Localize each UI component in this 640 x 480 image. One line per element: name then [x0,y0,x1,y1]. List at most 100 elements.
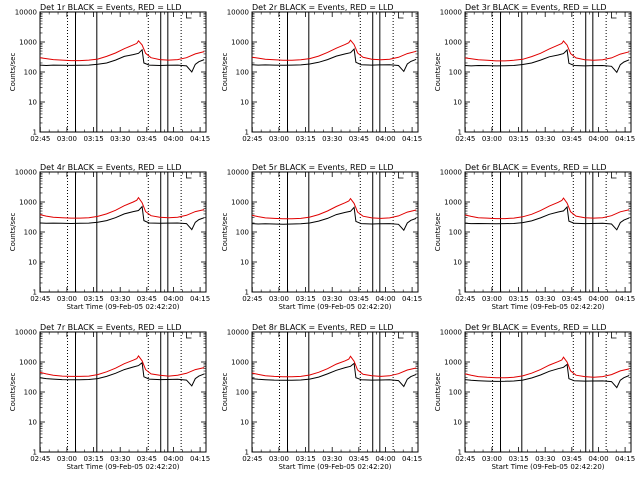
y-tick-label: 1000 [231,359,249,367]
x-tick-label: 03:15 [83,295,103,303]
y-axis-label: Counts/sec [9,373,17,412]
y-tick-label: 1 [245,449,249,457]
x-tick-label: 03:15 [508,455,528,463]
x-tick-label: 03:00 [482,455,502,463]
y-tick-label: 100 [236,69,249,77]
y-tick-label: 100 [24,69,37,77]
y-tick-label: 10 [28,259,37,267]
x-tick-label: 04:15 [615,295,635,303]
y-axis-label: Counts/sec [9,213,17,252]
y-axis-label: Counts/sec [221,213,229,252]
y-axis-label: Counts/sec [434,373,442,412]
y-axis-label: Counts/sec [9,53,17,92]
x-tick-label: 04:00 [588,455,608,463]
y-tick-label: 1000 [444,199,462,207]
chart-panel-2: Det 2r BLACK = Events, RED = LLD 1 10 100 10… [221,3,422,143]
chart-title: Det 9r BLACK = Events, RED = LLD [465,323,607,332]
x-tick-label: 03:15 [508,295,528,303]
y-tick-label: 1000 [231,199,249,207]
chart-title: Det 4r BLACK = Events, RED = LLD [40,163,182,172]
chart-title: Det 6r BLACK = Events, RED = LLD [465,163,607,172]
x-tick-label: 03:15 [508,135,528,143]
series-line-events [39,48,205,73]
x-tick-label: 04:15 [402,295,422,303]
y-axis-label: Counts/sec [434,213,442,252]
series-line-lld [39,39,205,62]
x-tick-label: 03:15 [295,295,315,303]
y-tick-label: 1000 [19,359,37,367]
x-tick-label: 02:45 [30,295,50,303]
x-tick-label: 03:00 [482,135,502,143]
x-tick-label: 04:15 [190,135,210,143]
x-tick-label: 04:00 [163,135,183,143]
x-tick-label: 02:45 [455,135,475,143]
y-tick-label: 10000 [227,169,249,177]
y-tick-label: 10 [240,419,249,427]
x-axis-label: Start Time (09-Feb-05 02:42:20) [66,303,179,311]
y-tick-label: 100 [449,69,462,77]
x-tick-label: 02:45 [455,295,475,303]
x-tick-label: 03:45 [137,295,157,303]
chart-panel-3: Det 3r BLACK = Events, RED = LLD 1 10 100 10… [434,3,635,143]
x-tick-label: 03:45 [349,135,369,143]
y-tick-label: 10 [453,259,462,267]
chart-title: Det 2r BLACK = Events, RED = LLD [252,3,394,12]
x-tick-label: 03:30 [322,295,342,303]
y-axis-label: Counts/sec [221,53,229,92]
series-line-events [251,362,417,388]
y-tick-label: 1 [33,129,37,137]
x-tick-label: 03:30 [110,455,130,463]
x-tick-label: 03:45 [349,295,369,303]
x-tick-label: 03:45 [562,135,582,143]
y-tick-label: 1 [458,129,462,137]
x-tick-label: 03:00 [57,135,77,143]
y-tick-label: 10 [240,259,249,267]
x-tick-label: 03:00 [269,135,289,143]
x-tick-label: 03:30 [110,135,130,143]
series-line-lld [464,356,630,379]
x-tick-label: 03:45 [562,455,582,463]
top-bracket-marker [398,172,404,179]
x-axis-label: Start Time (09-Feb-05 02:42:20) [491,303,604,311]
x-axis-label: Start Time (09-Feb-05 02:42:20) [66,463,179,471]
series-line-events [251,206,417,232]
x-tick-label: 03:00 [57,455,77,463]
chart-panel-5: Det 5r BLACK = Events, RED = LLD 1 10 100 10… [221,163,422,311]
x-tick-label: 04:00 [375,135,395,143]
x-tick-label: 02:45 [242,295,262,303]
x-tick-label: 04:00 [375,455,395,463]
y-tick-label: 1000 [19,39,37,47]
x-tick-label: 03:45 [137,135,157,143]
series-line-events [464,48,630,74]
x-tick-label: 04:00 [163,455,183,463]
x-tick-label: 03:30 [535,455,555,463]
x-tick-label: 04:15 [615,135,635,143]
x-tick-label: 03:00 [482,295,502,303]
top-bracket-marker [186,12,192,19]
series-line-lld [39,355,205,377]
y-tick-label: 100 [236,389,249,397]
y-tick-label: 10 [240,99,249,107]
top-bracket-marker [611,172,617,179]
y-tick-label: 100 [449,229,462,237]
y-tick-label: 10000 [15,329,37,337]
series-line-lld [464,40,630,62]
x-axis-label: Start Time (09-Feb-05 02:42:20) [491,463,604,471]
y-tick-label: 100 [236,229,249,237]
series-line-lld [251,355,417,378]
y-axis-label: Counts/sec [434,53,442,92]
top-bracket-marker [398,332,404,339]
x-tick-label: 03:30 [322,455,342,463]
x-tick-label: 02:45 [242,455,262,463]
y-tick-label: 1 [245,289,249,297]
y-tick-label: 100 [449,389,462,397]
y-tick-label: 10000 [15,169,37,177]
x-tick-label: 04:15 [615,455,635,463]
x-tick-label: 04:00 [588,295,608,303]
y-tick-label: 1000 [19,199,37,207]
x-tick-label: 03:45 [137,455,157,463]
chart-title: Det 7r BLACK = Events, RED = LLD [40,323,182,332]
y-tick-label: 10000 [440,169,462,177]
y-tick-label: 10000 [440,9,462,17]
x-tick-label: 03:30 [535,295,555,303]
